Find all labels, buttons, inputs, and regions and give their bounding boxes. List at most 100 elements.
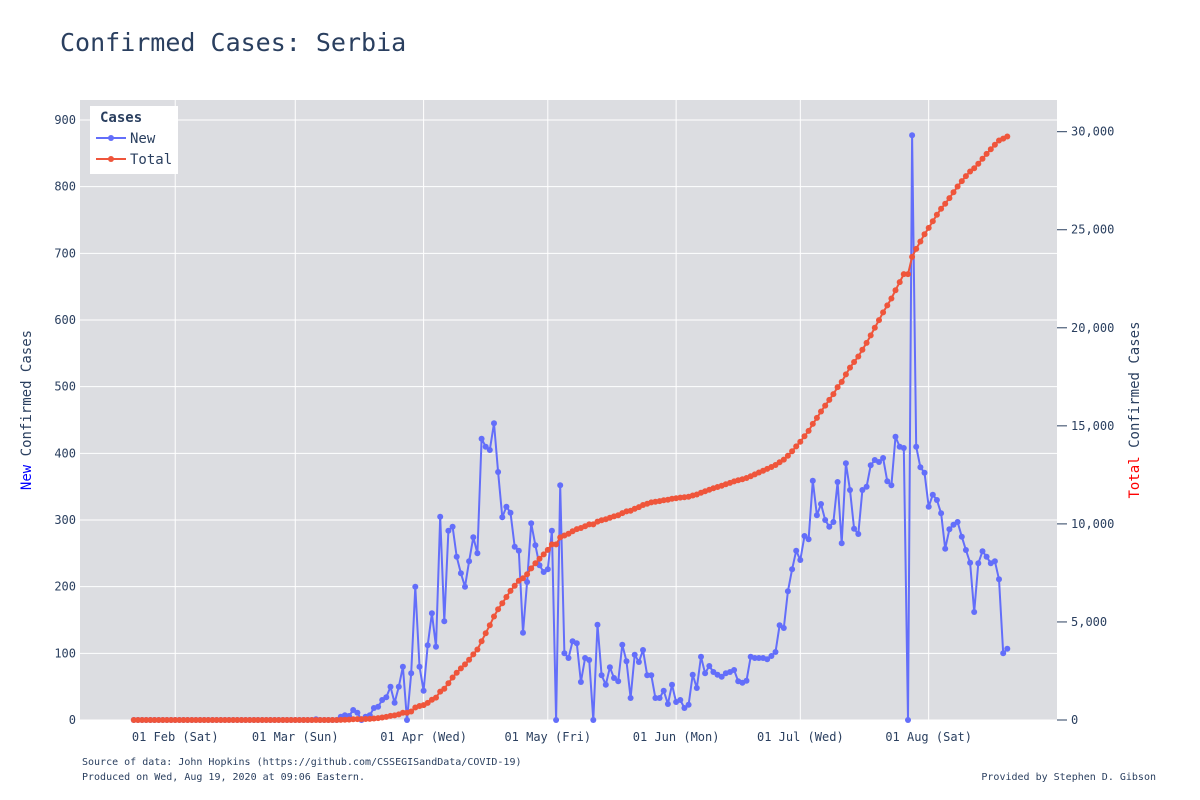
data-point-total[interactable] bbox=[259, 717, 266, 723]
data-point-total[interactable] bbox=[242, 717, 249, 723]
data-point-new[interactable] bbox=[474, 550, 481, 557]
data-point-new[interactable] bbox=[470, 534, 477, 541]
data-point-new[interactable] bbox=[818, 501, 824, 507]
data-point-new[interactable] bbox=[408, 670, 415, 677]
data-point-new[interactable] bbox=[892, 433, 899, 440]
data-point-new[interactable] bbox=[495, 469, 502, 475]
data-point-total[interactable] bbox=[238, 717, 245, 723]
data-point-total[interactable] bbox=[197, 717, 204, 723]
data-point-new[interactable] bbox=[648, 672, 655, 679]
data-point-total[interactable] bbox=[553, 541, 560, 548]
data-point-new[interactable] bbox=[387, 683, 394, 690]
data-point-total[interactable] bbox=[950, 189, 957, 196]
data-point-new[interactable] bbox=[664, 701, 671, 707]
data-point-new[interactable] bbox=[611, 675, 617, 681]
data-point-new[interactable] bbox=[503, 503, 510, 510]
data-point-new[interactable] bbox=[751, 655, 758, 661]
data-point-new[interactable] bbox=[859, 487, 866, 493]
data-point-total[interactable] bbox=[139, 717, 146, 723]
data-point-total[interactable] bbox=[962, 173, 969, 180]
data-point-new[interactable] bbox=[395, 683, 402, 690]
data-point-new[interactable] bbox=[809, 477, 816, 484]
data-point-new[interactable] bbox=[764, 656, 771, 663]
data-point-new[interactable] bbox=[524, 579, 531, 585]
data-point-total[interactable] bbox=[209, 717, 216, 723]
data-point-total[interactable] bbox=[275, 717, 282, 723]
data-point-new[interactable] bbox=[428, 610, 435, 617]
data-point-total[interactable] bbox=[867, 332, 874, 339]
data-point-total[interactable] bbox=[159, 717, 166, 723]
data-point-total[interactable] bbox=[482, 630, 489, 637]
data-point-total[interactable] bbox=[168, 717, 175, 723]
data-point-total[interactable] bbox=[151, 717, 158, 723]
data-point-new[interactable] bbox=[511, 543, 518, 550]
data-point-total[interactable] bbox=[971, 165, 978, 172]
data-point-new[interactable] bbox=[652, 695, 659, 701]
data-point-new[interactable] bbox=[615, 678, 622, 685]
data-point-new[interactable] bbox=[544, 566, 551, 573]
data-point-total[interactable] bbox=[528, 565, 535, 572]
data-point-new[interactable] bbox=[805, 536, 812, 543]
data-point-total[interactable] bbox=[441, 685, 448, 692]
data-point-new[interactable] bbox=[561, 650, 568, 657]
data-point-total[interactable] bbox=[184, 717, 191, 723]
data-point-new[interactable] bbox=[644, 672, 651, 679]
data-point-new[interactable] bbox=[693, 685, 700, 691]
data-point-total[interactable] bbox=[399, 709, 406, 716]
data-point-new[interactable] bbox=[482, 443, 489, 450]
data-point-total[interactable] bbox=[809, 420, 816, 427]
data-point-new[interactable] bbox=[457, 570, 464, 577]
data-point-new[interactable] bbox=[383, 694, 390, 701]
data-point-total[interactable] bbox=[474, 646, 481, 653]
data-point-total[interactable] bbox=[938, 205, 945, 212]
data-point-new[interactable] bbox=[780, 625, 787, 631]
data-point-total[interactable] bbox=[913, 245, 920, 252]
data-point-total[interactable] bbox=[888, 295, 895, 302]
data-point-new[interactable] bbox=[921, 469, 928, 476]
data-point-new[interactable] bbox=[631, 651, 638, 658]
data-point-total[interactable] bbox=[313, 717, 319, 723]
data-point-total[interactable] bbox=[855, 353, 862, 360]
data-point-new[interactable] bbox=[888, 482, 895, 489]
data-point-total[interactable] bbox=[967, 168, 974, 175]
data-point-total[interactable] bbox=[445, 680, 452, 687]
data-point-new[interactable] bbox=[1004, 645, 1011, 652]
data-point-new[interactable] bbox=[507, 509, 514, 516]
data-point-total[interactable] bbox=[983, 150, 990, 157]
data-point-total[interactable] bbox=[466, 656, 473, 663]
data-point-new[interactable] bbox=[768, 653, 775, 659]
data-point-new[interactable] bbox=[962, 547, 969, 553]
data-point-new[interactable] bbox=[669, 681, 675, 688]
data-point-total[interactable] bbox=[540, 551, 547, 558]
data-point-new[interactable] bbox=[900, 445, 907, 451]
data-point-new[interactable] bbox=[375, 703, 382, 710]
data-point-total[interactable] bbox=[818, 408, 824, 415]
data-point-new[interactable] bbox=[917, 464, 924, 471]
data-point-total[interactable] bbox=[544, 546, 551, 553]
data-point-new[interactable] bbox=[938, 510, 945, 517]
data-point-total[interactable] bbox=[905, 271, 911, 278]
data-point-new[interactable] bbox=[755, 655, 762, 661]
data-point-new[interactable] bbox=[623, 658, 630, 665]
data-point-new[interactable] bbox=[404, 717, 410, 723]
data-point-new[interactable] bbox=[884, 478, 891, 485]
data-point-new[interactable] bbox=[925, 503, 932, 510]
data-point-new[interactable] bbox=[842, 460, 849, 467]
data-point-total[interactable] bbox=[991, 141, 998, 148]
data-point-new[interactable] bbox=[586, 657, 593, 663]
data-point-total[interactable] bbox=[143, 717, 150, 723]
data-point-total[interactable] bbox=[495, 606, 502, 613]
data-point-new[interactable] bbox=[660, 687, 667, 694]
data-point-total[interactable] bbox=[880, 309, 887, 316]
data-point-total[interactable] bbox=[457, 665, 464, 672]
data-point-new[interactable] bbox=[598, 672, 605, 679]
data-point-new[interactable] bbox=[491, 420, 497, 427]
data-point-total[interactable] bbox=[163, 717, 170, 723]
data-point-total[interactable] bbox=[900, 271, 907, 278]
data-point-new[interactable] bbox=[975, 560, 982, 567]
data-point-total[interactable] bbox=[507, 587, 514, 594]
data-point-total[interactable] bbox=[354, 716, 361, 723]
data-point-new[interactable] bbox=[640, 647, 646, 653]
data-point-new[interactable] bbox=[801, 533, 808, 539]
data-point-new[interactable] bbox=[520, 629, 526, 636]
